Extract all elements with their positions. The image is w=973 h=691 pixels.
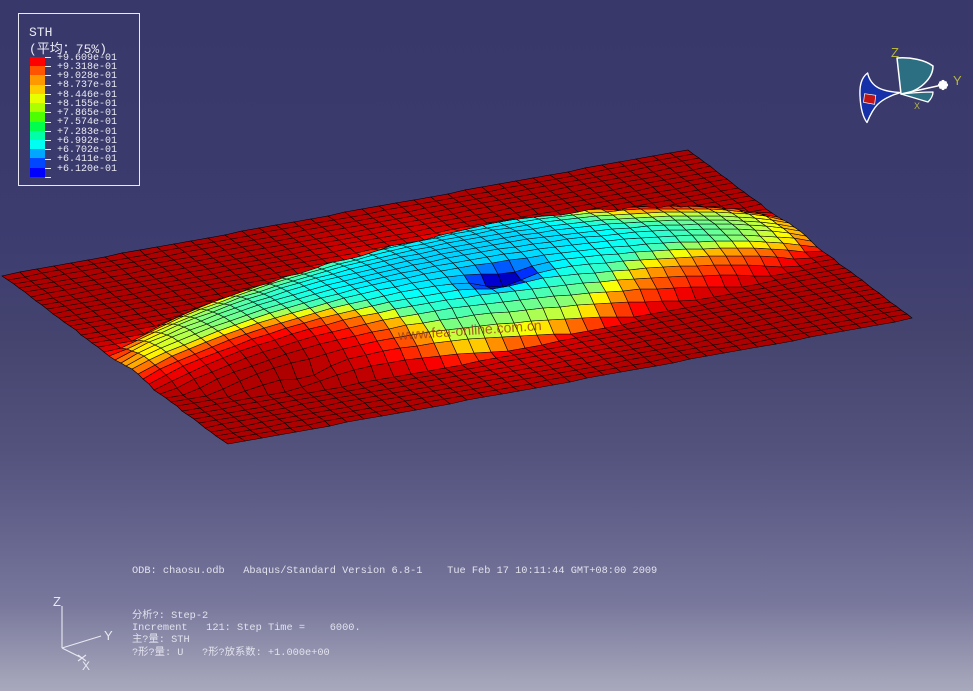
svg-text:X: X	[82, 659, 90, 673]
svg-text:Y: Y	[953, 73, 962, 88]
svg-text:Z: Z	[891, 48, 899, 60]
svg-text:Y: Y	[104, 628, 113, 643]
svg-text:Z: Z	[53, 594, 61, 609]
svg-text:X: X	[914, 101, 920, 111]
